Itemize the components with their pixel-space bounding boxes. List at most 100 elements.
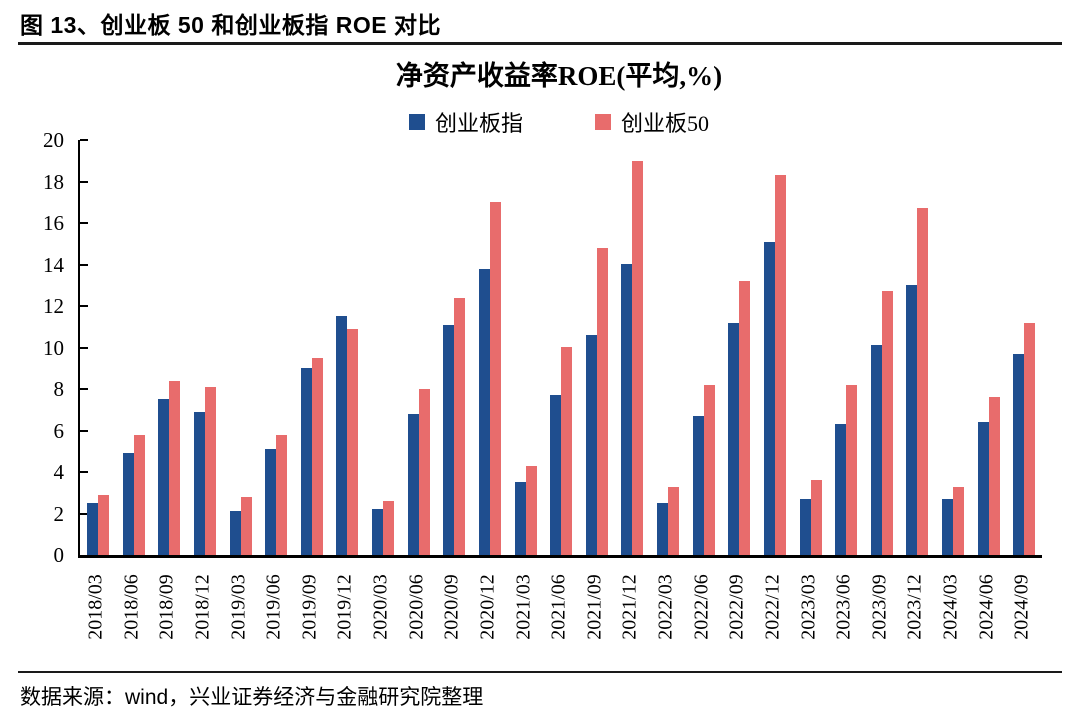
x-axis-label: 2023/03 xyxy=(797,574,820,640)
bar-series0-2023-06 xyxy=(835,424,846,555)
legend-label: 创业板指 xyxy=(434,111,523,136)
y-tick-label: 2 xyxy=(53,501,65,526)
y-tick-mark xyxy=(80,263,88,266)
bar-series0-2019-12 xyxy=(336,316,347,555)
x-axis-label: 2019/12 xyxy=(333,574,356,640)
legend-item-series1: 创业板50 xyxy=(595,106,709,138)
bar-series0-2019-09 xyxy=(301,368,312,555)
bar-series0-2023-03 xyxy=(800,499,811,555)
header-divider xyxy=(18,42,1062,45)
bar-series1-2024-06 xyxy=(989,397,1000,555)
y-tick-mark xyxy=(80,388,88,390)
data-source: 数据来源：wind，兴业证券经济与金融研究院整理 xyxy=(20,686,484,709)
x-axis-label: 2022/09 xyxy=(725,574,748,640)
bar-series0-2023-12 xyxy=(906,285,917,555)
y-tick-mark xyxy=(80,180,88,183)
x-axis-label: 2019/09 xyxy=(298,574,321,640)
bar-series0-2020-12 xyxy=(479,269,490,555)
y-tick-mark xyxy=(80,512,88,515)
bar-series1-2019-09 xyxy=(312,358,323,555)
bar-series1-2022-09 xyxy=(739,281,750,555)
bar-series0-2024-03 xyxy=(942,499,953,555)
y-tick-label: 10 xyxy=(43,335,64,360)
y-tick-mark xyxy=(80,305,88,307)
bar-series1-2023-12 xyxy=(917,208,928,555)
bar-series0-2020-06 xyxy=(408,414,419,555)
x-axis-label: 2023/09 xyxy=(868,574,891,640)
x-axis-label: 2022/06 xyxy=(690,574,713,640)
bar-series0-2022-06 xyxy=(693,416,704,555)
bar-series1-2021-03 xyxy=(526,466,537,555)
bar-series1-2022-06 xyxy=(704,385,715,555)
legend-item-series0: 创业板指 xyxy=(408,106,523,138)
footer-divider xyxy=(18,671,1062,673)
bar-series0-2021-12 xyxy=(621,264,632,555)
bar-series0-2018-09 xyxy=(158,399,169,555)
legend-swatch-icon xyxy=(595,114,611,130)
bar-series0-2022-12 xyxy=(764,242,775,555)
x-axis-label: 2024/09 xyxy=(1010,574,1033,640)
bar-series1-2020-12 xyxy=(490,202,501,555)
bar-series0-2024-09 xyxy=(1013,354,1024,555)
y-tick-mark xyxy=(80,222,88,224)
y-tick-mark xyxy=(80,471,88,473)
x-axis-label: 2018/12 xyxy=(191,574,214,640)
y-tick-label: 18 xyxy=(43,169,64,194)
x-axis-label: 2020/06 xyxy=(405,574,428,640)
bar-series1-2021-06 xyxy=(561,347,572,555)
bar-series0-2022-03 xyxy=(657,503,668,555)
legend-label: 创业板50 xyxy=(621,111,710,136)
bar-series1-2020-06 xyxy=(419,389,430,555)
bar-series1-2018-09 xyxy=(169,381,180,555)
x-axis-label: 2022/03 xyxy=(654,574,677,640)
x-axis-label: 2018/03 xyxy=(84,574,107,640)
x-axis-label: 2022/12 xyxy=(761,574,784,640)
bar-series1-2023-09 xyxy=(882,291,893,555)
bar-series1-2019-06 xyxy=(276,435,287,555)
x-axis-label: 2021/12 xyxy=(618,574,641,640)
bar-series0-2021-06 xyxy=(550,395,561,555)
legend-swatch-icon xyxy=(408,114,425,130)
bar-series1-2024-03 xyxy=(953,487,964,555)
bar-series1-2019-03 xyxy=(241,497,252,555)
bar-series0-2023-09 xyxy=(871,345,882,555)
x-axis-label: 2024/06 xyxy=(975,574,998,640)
y-tick-label: 12 xyxy=(43,294,64,318)
bar-series1-2018-06 xyxy=(134,435,145,555)
bar-series0-2019-03 xyxy=(230,511,241,555)
bar-series0-2021-09 xyxy=(586,335,597,555)
x-axis-label: 2023/12 xyxy=(903,574,926,640)
figure-title: 图 13、创业板 50 和创业板指 ROE 对比 xyxy=(20,12,441,38)
bar-series0-2020-03 xyxy=(372,509,383,555)
x-axis-label: 2023/06 xyxy=(832,574,855,640)
bar-series1-2022-03 xyxy=(668,487,679,555)
x-axis-label: 2021/03 xyxy=(512,574,535,640)
y-tick-label: 14 xyxy=(43,252,64,277)
bar-series1-2023-06 xyxy=(846,385,857,555)
x-axis-label: 2020/12 xyxy=(476,574,499,640)
y-tick-label: 4 xyxy=(53,460,65,484)
x-axis-label: 2019/06 xyxy=(262,574,285,640)
bar-series1-2019-12 xyxy=(347,329,358,555)
plot-area xyxy=(78,139,1042,558)
bar-series1-2022-12 xyxy=(775,175,786,555)
x-axis-label: 2019/03 xyxy=(227,574,250,640)
bar-series0-2019-06 xyxy=(265,449,276,555)
chart-legend: 创业板指 创业板50 xyxy=(78,106,1040,138)
x-axis-label: 2021/09 xyxy=(583,574,606,640)
y-tick-label: 6 xyxy=(53,418,65,443)
x-axis-label: 2018/06 xyxy=(120,574,143,640)
y-tick-label: 20 xyxy=(43,128,64,152)
x-axis-label: 2024/03 xyxy=(939,574,962,640)
y-tick-label: 8 xyxy=(53,377,65,401)
bar-series1-2024-09 xyxy=(1024,323,1035,555)
bar-series1-2021-09 xyxy=(597,248,608,555)
y-tick-mark xyxy=(80,429,88,432)
bar-series1-2018-03 xyxy=(98,495,109,555)
bar-series0-2024-06 xyxy=(978,422,989,555)
chart-title: 净资产收益率ROE(平均,%) xyxy=(395,61,723,91)
bar-series0-2018-06 xyxy=(123,453,134,555)
bar-series0-2020-09 xyxy=(443,325,454,555)
y-tick-mark xyxy=(80,346,88,349)
